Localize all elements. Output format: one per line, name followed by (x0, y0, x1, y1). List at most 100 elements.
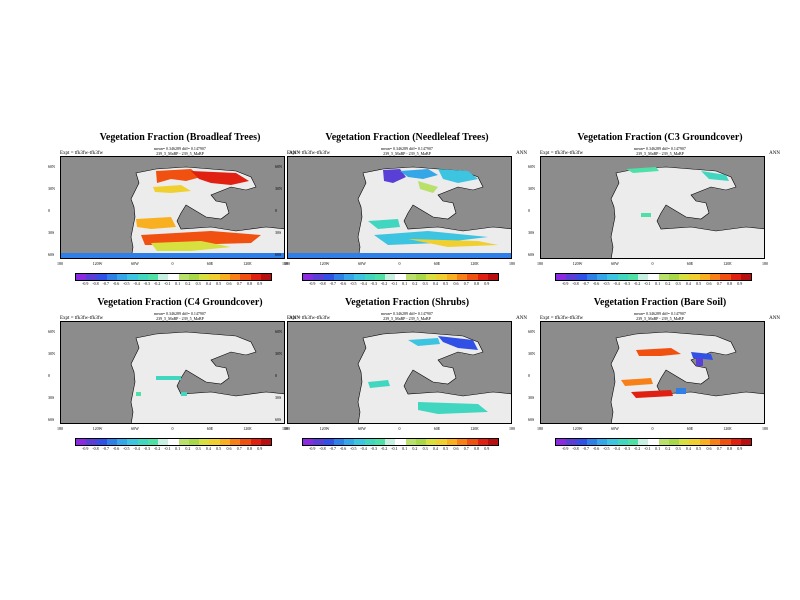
colorbar-swatch (219, 439, 230, 445)
colorbar-swatch (607, 439, 618, 445)
vegetation-anomaly-region (368, 219, 400, 229)
colorbar-tick-label: -0.3 (370, 446, 377, 451)
panel-title: Vegetation Fraction (C3 Groundcover) (577, 132, 743, 143)
colorbar-swatch (303, 274, 314, 280)
colorbar (302, 273, 499, 281)
colorbar-tick-label: -0.1 (644, 281, 651, 286)
colorbar-tick-label: -0.8 (319, 281, 326, 286)
expt-label: Expt = tfk3fw-tfk3fw (287, 316, 331, 321)
colorbar-swatch (556, 439, 567, 445)
colorbar-tick-label: 0.4 (432, 281, 438, 286)
colorbar-swatch (576, 439, 587, 445)
colorbar-tick-label: 0.9 (737, 446, 743, 451)
colorbar-swatch (617, 439, 628, 445)
colorbar-swatch (477, 439, 488, 445)
vegetation-anomaly-region (136, 217, 176, 229)
latitude-tick-label: 60S (275, 252, 282, 257)
map-panel: Vegetation Fraction (Needleleaf Trees) me… (275, 132, 527, 297)
longitude-tick-label: 60W (358, 426, 366, 431)
colorbar-swatch (395, 274, 406, 280)
colorbar-tick-label: 0.3 (422, 281, 428, 286)
vegetation-anomaly-region (626, 167, 659, 173)
colorbar-tick-label: -0.2 (153, 446, 161, 451)
season-label: ANN (516, 316, 527, 321)
colorbar-swatch (333, 439, 345, 445)
longitude-tick-label: 180 (282, 426, 288, 431)
longitude-tick-label: 60W (611, 426, 619, 431)
colorbar-swatch (250, 439, 261, 445)
latitude-tick-label: 30S (48, 395, 55, 400)
colorbar-labels: -0.9 -0.8 -0.7 -0.6 -0.5 -0.4 -0.3 -0.2 -0.1 0.1 0… (555, 446, 750, 452)
colorbar-tick-label: -0.6 (339, 446, 347, 451)
colorbar-tick-label: 0.3 (195, 281, 201, 286)
colorbar-tick-label: 0.2 (412, 281, 418, 286)
colorbar-tick-label: -0.6 (592, 446, 600, 451)
colorbar-swatch (168, 274, 179, 280)
longitude-tick-label: 180 (282, 261, 288, 266)
colorbar-swatch (699, 439, 710, 445)
colorbar-swatch (679, 439, 690, 445)
colorbar-swatch (740, 274, 752, 280)
colorbar-tick-label: -0.9 (309, 446, 316, 451)
colorbar-tick-label: -0.3 (143, 446, 150, 451)
latitude-tick-label: 60N (528, 329, 535, 334)
vegetation-anomaly-region (383, 169, 406, 183)
colorbar-tick-label: -0.2 (380, 281, 388, 286)
colorbar-swatch (627, 274, 639, 280)
colorbar-tick-label: 0.5 (443, 281, 449, 286)
colorbar-tick-label: 0.1 (175, 281, 181, 286)
colorbar-swatch (395, 439, 406, 445)
run-line: 239_5_MaBP - 239_5_MaBP (156, 316, 204, 321)
colorbar-swatch (117, 439, 128, 445)
stats-line: mean= 0.346289 diff= 0.147907 (381, 311, 433, 316)
colorbar-tick-label: 0.1 (402, 281, 408, 286)
colorbar-swatch (576, 274, 587, 280)
vegetation-anomaly-region (408, 338, 440, 346)
colorbar-tick-label: -0.2 (153, 281, 161, 286)
colorbar-swatch (374, 439, 386, 445)
colorbar-tick-label: 0.8 (473, 446, 479, 451)
longitude-tick-label: 180 (284, 426, 290, 431)
colorbar-swatch (219, 274, 230, 280)
colorbar-swatch (240, 274, 251, 280)
map-panel: Vegetation Fraction (Bare Soil) mean= 0.3… (528, 297, 780, 462)
colorbar-swatch (467, 274, 478, 280)
colorbar-swatch (689, 274, 700, 280)
colorbar-swatch (566, 274, 577, 280)
expt-label: Expt = tfk3fw-tfk3fw (540, 151, 584, 156)
colorbar-swatch (158, 274, 169, 280)
map-panel: Vegetation Fraction (C3 Groundcover) mean… (528, 132, 780, 297)
colorbar-tick-label: -0.7 (329, 446, 336, 451)
map-svg (61, 166, 284, 258)
colorbar-tick-label: -0.6 (112, 446, 120, 451)
vegetation-anomaly-region (408, 239, 498, 247)
colorbar-swatch (709, 439, 721, 445)
vegetation-anomaly-region (438, 169, 478, 183)
colorbar-swatch (415, 274, 427, 280)
longitude-tick-label: 180 (57, 426, 63, 431)
colorbar-swatch (354, 439, 365, 445)
colorbar-tick-label: 0.1 (175, 446, 181, 451)
panel-title: Vegetation Fraction (Bare Soil) (593, 297, 727, 308)
colorbar-swatch (354, 274, 365, 280)
colorbar-tick-label: -0.5 (123, 281, 130, 286)
run-line: 239_5_MaBP - 239_5_MaBP (156, 151, 204, 156)
colorbar-swatch (446, 439, 457, 445)
colorbar-swatch (323, 439, 334, 445)
longitude-tick-label: 180 (762, 426, 768, 431)
latitude-tick-label: 60N (528, 164, 535, 169)
longitude-tick-label: 120W (572, 261, 583, 266)
latitude-tick-label: 0 (275, 373, 277, 378)
colorbar-swatch (364, 439, 375, 445)
panel-title: Vegetation Fraction (C4 Groundcover) (97, 297, 263, 308)
longitude-tick-label: 120E (470, 426, 479, 431)
colorbar-swatch (209, 439, 220, 445)
map-svg (357, 331, 511, 423)
vegetation-anomaly-region (438, 336, 478, 350)
colorbar-swatch (648, 274, 659, 280)
colorbar-labels: -0.9 -0.8 -0.7 -0.6 -0.5 -0.4 -0.3 -0.2 -0.1 0.1 0… (302, 446, 497, 452)
latitude-tick-label: 0 (528, 208, 530, 213)
colorbar-swatch (199, 274, 210, 280)
vegetation-anomaly-region (374, 231, 488, 245)
colorbar-swatch (199, 439, 210, 445)
